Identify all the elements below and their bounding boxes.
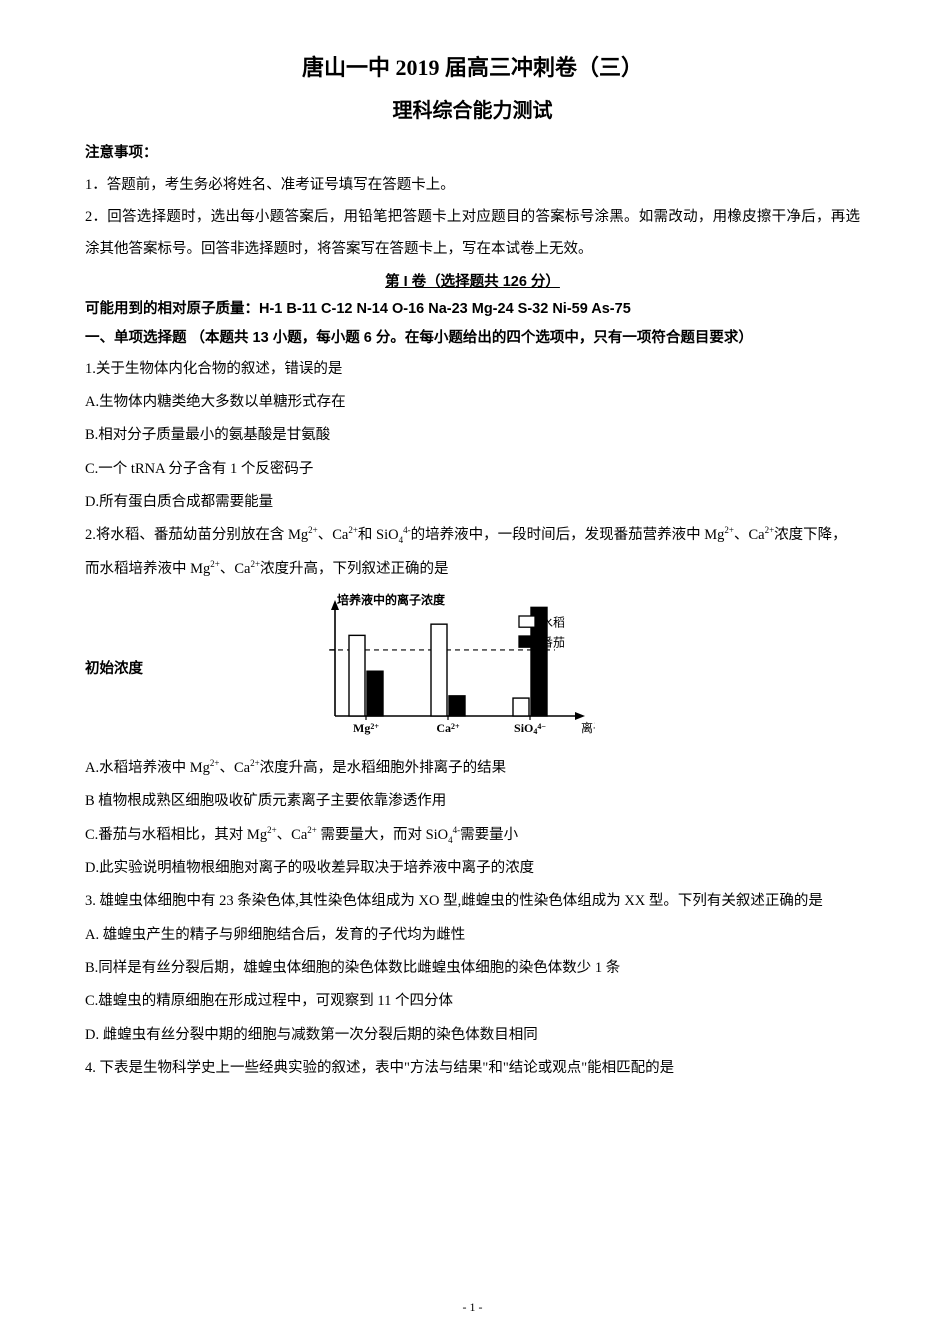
q2-stem: 2.将水稻、番茄幼苗分别放在含 Mg2+、Ca2+和 SiO44-的培养液中，一… <box>85 519 860 586</box>
notice-1: 1．答题前，考生务必将姓名、准考证号填写在答题卡上。 <box>85 170 860 202</box>
q2c-txt: 需要量大，而对 SiO <box>317 827 448 843</box>
q4-stem: 4. 下表是生物科学史上一些经典实验的叙述，表中"方法与结果"和"结论或观点"能… <box>85 1052 860 1085</box>
exam-title-2: 理科综合能力测试 <box>85 94 860 123</box>
q3-option-b: B.同样是有丝分裂后期，雄蝗虫体细胞的染色体数比雌蝗虫体细胞的染色体数少 1 条 <box>85 952 860 985</box>
svg-text:番茄: 番茄 <box>541 635 565 649</box>
q2-option-d: D.此实验说明植物根细胞对离子的吸收差异取决于培养液中离子的浓度 <box>85 852 860 885</box>
part1-header: 第 I 卷（选择题共 126 分） <box>85 270 860 291</box>
q1-option-c: C.一个 tRNA 分子含有 1 个反密码子 <box>85 453 860 486</box>
q2-txt: 、Ca <box>734 527 765 543</box>
q1-option-a: A.生物体内糖类绝大多数以单糖形式存在 <box>85 386 860 419</box>
notice-2: 2．回答选择题时，选出每小题答案后，用铅笔把答题卡上对应题目的答案标号涂黑。如需… <box>85 202 860 266</box>
q2a-txt: 浓度升高，是水稻细胞外排离子的结果 <box>260 760 507 776</box>
q2-option-a: A.水稻培养液中 Mg2+、Ca2+浓度升高，是水稻细胞外排离子的结果 <box>85 752 860 785</box>
svg-text:培养液中的离子浓度: 培养液中的离子浓度 <box>337 592 446 607</box>
q3-stem: 3. 雄蝗虫体细胞中有 23 条染色体,其性染色体组成为 XO 型,雌蝗虫的性染… <box>85 885 860 918</box>
q2-figure-row: 初始浓度 培养液中的离子浓度 Mg2+ Ca2+ SiO44− 离子 水稻番茄 <box>85 592 860 742</box>
svg-text:Ca2+: Ca2+ <box>436 721 460 735</box>
q2-txt: 和 SiO <box>358 527 399 543</box>
initial-concentration-label: 初始浓度 <box>85 657 205 678</box>
q1-option-b: B.相对分子质量最小的氨基酸是甘氨酸 <box>85 419 860 452</box>
q3-option-d: D. 雌蝗虫有丝分裂中期的细胞与减数第一次分裂后期的染色体数目相同 <box>85 1019 860 1052</box>
atomic-masses: 可能用到的相对原子质量：H-1 B-11 C-12 N-14 O-16 Na-2… <box>85 295 860 324</box>
q2-bar-chart: 培养液中的离子浓度 Mg2+ Ca2+ SiO44− 离子 水稻番茄 <box>295 592 595 742</box>
q2c-txt: C.番茄与水稻相比，其对 Mg <box>85 827 267 843</box>
q1-option-d: D.所有蛋白质合成都需要能量 <box>85 486 860 519</box>
svg-text:水稻: 水稻 <box>541 615 565 629</box>
svg-text:Mg2+: Mg2+ <box>353 721 379 735</box>
q2-txt: 的培养液中，一段时间后，发现番茄营养液中 Mg <box>411 527 725 543</box>
q3-option-c: C.雄蝗虫的精原细胞在形成过程中，可观察到 11 个四分体 <box>85 985 860 1018</box>
q2a-txt: A.水稻培养液中 Mg <box>85 760 210 776</box>
q2-txt: 、Ca <box>318 527 349 543</box>
q2c-txt: 需要量小 <box>460 827 518 843</box>
q2-txt: 2.将水稻、番茄幼苗分别放在含 Mg <box>85 527 308 543</box>
q2-txt: 浓度升高，下列叙述正确的是 <box>260 561 449 577</box>
section-1-header: 一、单项选择题 （本题共 13 小题，每小题 6 分。在每小题给出的四个选项中，… <box>85 324 860 353</box>
page-number: - 1 - <box>0 1300 945 1315</box>
q2c-txt: 、Ca <box>277 827 308 843</box>
exam-title-1: 唐山一中 2019 届高三冲刺卷（三） <box>85 50 860 82</box>
q2-txt: 、Ca <box>220 561 251 577</box>
svg-text:SiO44−: SiO44− <box>514 721 546 736</box>
q2a-txt: 、Ca <box>219 760 250 776</box>
notice-header: 注意事项： <box>85 141 860 162</box>
q2-option-c: C.番茄与水稻相比，其对 Mg2+、Ca2+ 需要量大，而对 SiO44-需要量… <box>85 819 860 852</box>
q2-option-b: B 植物根成熟区细胞吸收矿质元素离子主要依靠渗透作用 <box>85 785 860 818</box>
q3-option-a: A. 雄蝗虫产生的精子与卵细胞结合后，发育的子代均为雌性 <box>85 919 860 952</box>
svg-text:离子: 离子 <box>581 720 595 735</box>
q1-stem: 1.关于生物体内化合物的叙述，错误的是 <box>85 353 860 386</box>
